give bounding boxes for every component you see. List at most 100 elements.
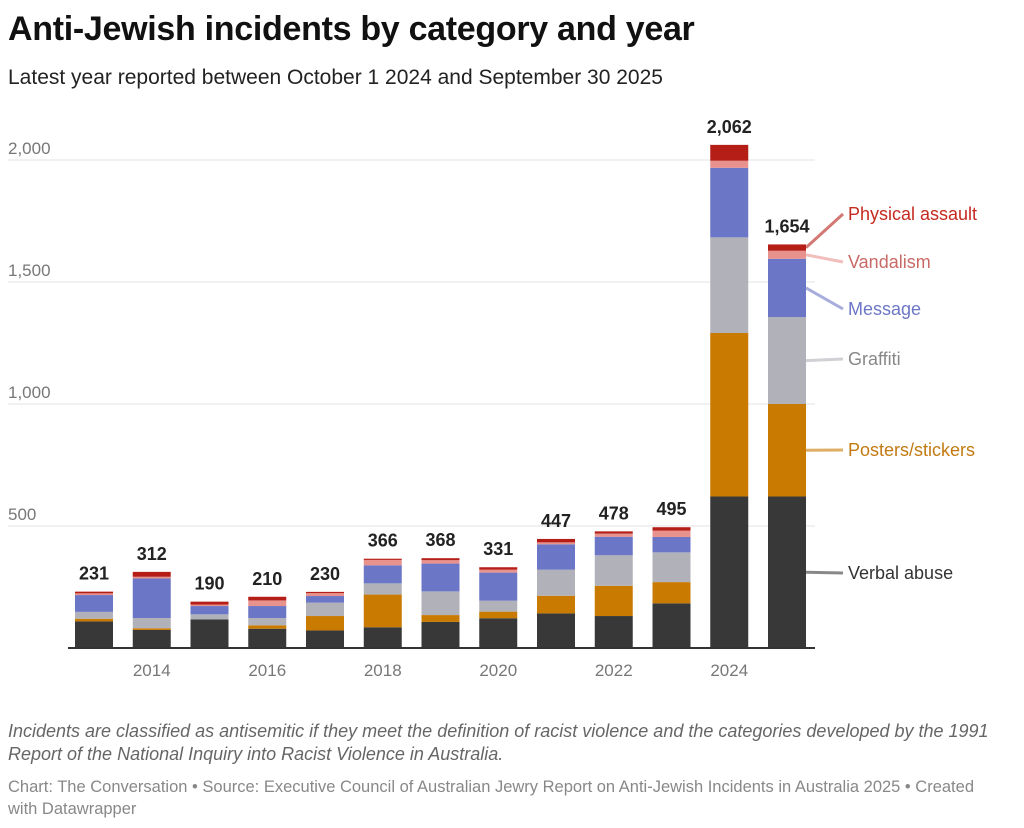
bar-segment-message-2014	[132, 578, 171, 618]
bar-segment-vandalism-2017	[306, 593, 344, 597]
bar-segment-posters-stickers-2017	[306, 616, 344, 631]
bar-segment-graffiti-2023	[652, 552, 691, 583]
bar-segment-message-2024	[710, 167, 749, 238]
bar-segment-posters-stickers-2025	[768, 404, 806, 497]
bar-total-label: 231	[79, 564, 109, 584]
bar-segment-vandalism-2025	[768, 250, 806, 259]
legend-connector	[805, 357, 844, 363]
bar-segment-message-2018	[363, 565, 402, 584]
bar-segment-graffiti-2019	[421, 591, 460, 616]
bar-segment-physical-assault-2019	[421, 558, 460, 561]
legend-label-graffiti: Graffiti	[848, 349, 901, 369]
bar-segment-graffiti-2013	[75, 611, 113, 619]
bar-segment-verbal-abuse-2014	[132, 629, 171, 648]
bar-segment-message-2017	[306, 596, 344, 603]
bar-segment-posters-stickers-2023	[652, 582, 691, 604]
bar-segment-graffiti-2020	[479, 600, 518, 612]
stacked-bar-chart: 500 1,000 1,500 2,000 231 312 190 210 230 366 368 3…	[8, 117, 977, 680]
bar-segment-physical-assault-2016	[248, 596, 287, 601]
x-tick-label: 2022	[595, 661, 633, 680]
bar-segment-verbal-abuse-2020	[479, 618, 518, 648]
bar-segment-vandalism-2015	[190, 604, 229, 607]
bar-total-label: 366	[368, 531, 398, 551]
chart-title: Anti-Jewish incidents by category and ye…	[8, 10, 695, 48]
bar-segment-message-2016	[248, 606, 287, 618]
bar-segment-graffiti-2022	[594, 555, 633, 586]
bar-segment-graffiti-2017	[306, 602, 344, 617]
y-tick-label: 1,000	[8, 383, 51, 402]
legend-connector	[804, 212, 845, 249]
chart-notes: Incidents are classified as antisemitic …	[8, 721, 989, 764]
bar-segment-verbal-abuse-2015	[190, 619, 229, 648]
bar-total-label: 210	[252, 569, 282, 589]
bar-segment-message-2022	[594, 536, 633, 556]
bar-segment-message-2015	[190, 606, 229, 615]
chart-source: Chart: The Conversation • Source: Execut…	[8, 778, 974, 818]
bar-segment-verbal-abuse-2021	[537, 613, 575, 648]
bar-segment-verbal-abuse-2016	[248, 628, 287, 648]
bar-segment-vandalism-2022	[594, 533, 633, 537]
bar-segment-vandalism-2019	[421, 560, 460, 564]
legend-label-vandalism: Vandalism	[848, 252, 931, 272]
bar-total-label: 478	[599, 503, 629, 523]
bar-segment-message-2019	[421, 563, 460, 592]
bar-segment-verbal-abuse-2024	[710, 496, 749, 648]
bar-segment-message-2023	[652, 536, 691, 553]
bar-segment-verbal-abuse-2022	[594, 616, 633, 648]
bar-segment-verbal-abuse-2023	[652, 603, 691, 648]
bar-total-label: 1,654	[764, 216, 809, 236]
bar-segment-physical-assault-2014	[132, 571, 171, 577]
bar-segment-physical-assault-2020	[479, 567, 518, 570]
legend-label-physical-assault: Physical assault	[848, 204, 977, 224]
legend-connector	[805, 570, 844, 575]
bar-segment-verbal-abuse-2025	[768, 496, 806, 648]
bar-total-label: 447	[541, 511, 571, 531]
bar-segment-physical-assault-2022	[594, 531, 633, 534]
legend-label-message: Message	[848, 299, 921, 319]
bar-segment-posters-stickers-2018	[363, 594, 402, 628]
bar-segment-verbal-abuse-2019	[421, 621, 460, 648]
bar-segment-vandalism-2024	[710, 160, 749, 168]
bar-total-label: 331	[483, 539, 513, 559]
bar-segment-message-2025	[768, 258, 806, 318]
bar-total-label: 368	[425, 530, 455, 550]
bar-segment-graffiti-2021	[537, 569, 575, 596]
bar-segment-posters-stickers-2019	[421, 615, 460, 622]
bar-segment-graffiti-2016	[248, 617, 287, 626]
bar-total-label: 190	[194, 574, 224, 594]
bar-segment-posters-stickers-2024	[710, 332, 749, 497]
bar-segment-posters-stickers-2014	[132, 628, 171, 630]
x-tick-label: 2016	[248, 661, 286, 680]
bar-segment-graffiti-2025	[768, 317, 806, 404]
legend-label-posters-stickers: Posters/stickers	[848, 440, 975, 460]
bar-segment-verbal-abuse-2013	[75, 621, 113, 648]
bar-segment-vandalism-2013	[75, 593, 113, 596]
bar-segment-posters-stickers-2022	[594, 585, 633, 617]
y-tick-label: 500	[8, 505, 36, 524]
bar-segment-physical-assault-2015	[190, 601, 229, 605]
legend-label-verbal-abuse: Verbal abuse	[848, 563, 953, 583]
x-tick-label: 2018	[364, 661, 402, 680]
bar-segment-vandalism-2023	[652, 530, 691, 537]
bar-segment-physical-assault-2021	[537, 538, 575, 543]
bar-segment-vandalism-2016	[248, 600, 287, 607]
bar-total-label: 495	[656, 499, 686, 519]
bar-segment-posters-stickers-2016	[248, 625, 287, 629]
bar-segment-graffiti-2014	[132, 617, 171, 629]
bar-segment-message-2021	[537, 544, 575, 570]
bar-segment-physical-assault-2025	[768, 244, 806, 251]
x-tick-label: 2014	[133, 661, 171, 680]
chart-subtitle: Latest year reported between October 1 2…	[8, 66, 663, 89]
bar-segment-posters-stickers-2021	[537, 595, 575, 614]
bar-segment-graffiti-2024	[710, 237, 749, 333]
bar-segment-message-2020	[479, 572, 518, 601]
y-tick-label: 2,000	[8, 139, 51, 158]
bar-segment-physical-assault-2017	[306, 591, 344, 594]
bar-segment-physical-assault-2023	[652, 527, 691, 531]
legend-connector	[805, 286, 844, 311]
x-tick-label: 2024	[710, 661, 748, 680]
bar-total-label: 230	[310, 564, 340, 584]
legend-connector	[805, 253, 844, 264]
bar-segment-vandalism-2018	[363, 559, 402, 566]
bar-segment-message-2013	[75, 595, 113, 612]
